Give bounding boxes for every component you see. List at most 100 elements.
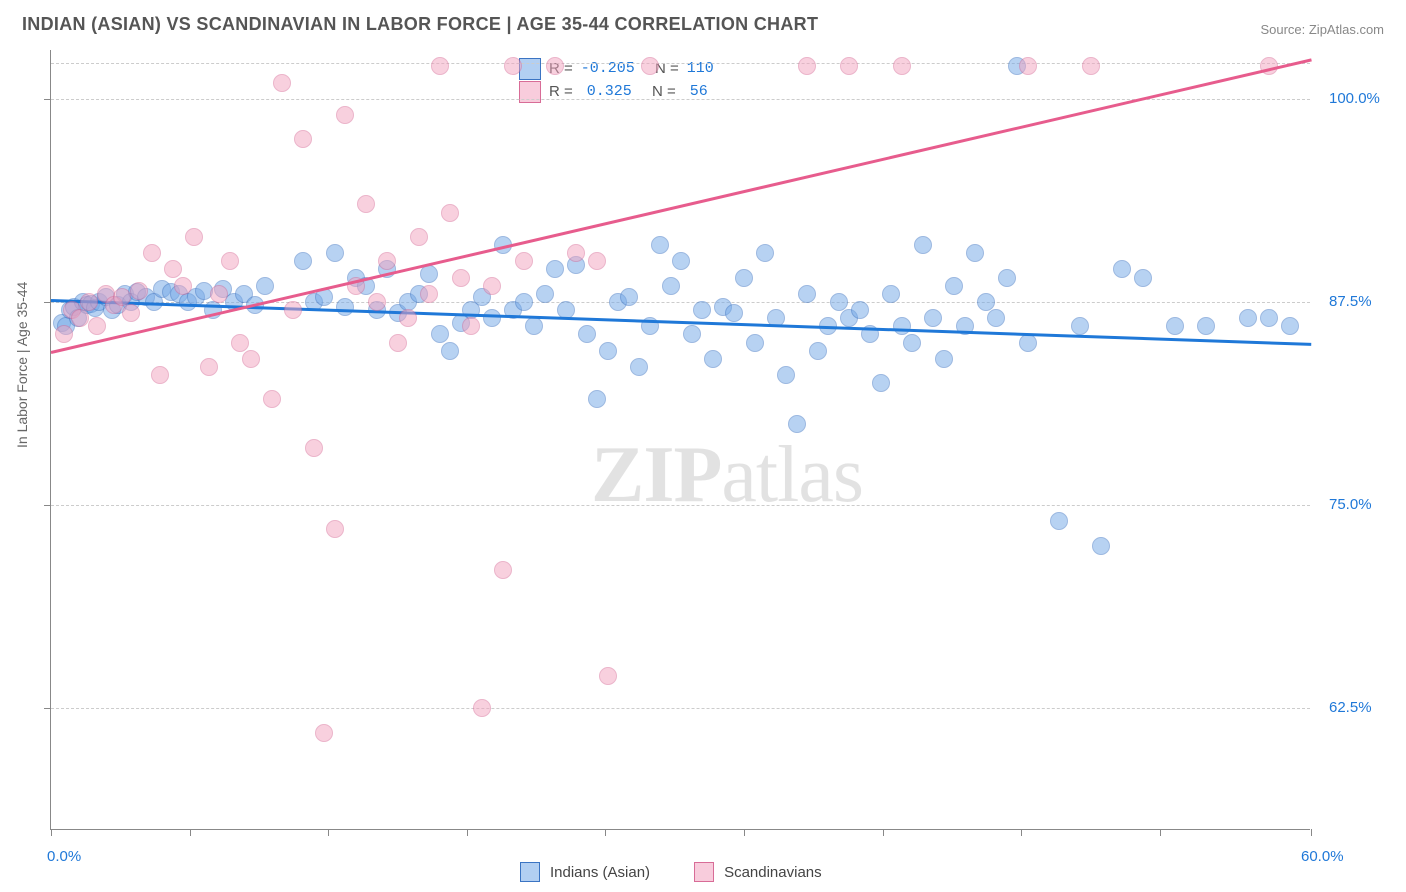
data-point	[315, 724, 333, 742]
data-point	[122, 304, 140, 322]
data-point	[368, 293, 386, 311]
n-label: N =	[655, 57, 679, 80]
data-point	[830, 293, 848, 311]
data-point	[546, 57, 564, 75]
n-label: N =	[652, 80, 676, 103]
data-point	[242, 350, 260, 368]
data-point	[693, 301, 711, 319]
x-tick-label: 60.0%	[1301, 848, 1344, 865]
data-point	[326, 520, 344, 538]
data-point	[882, 285, 900, 303]
data-point	[294, 252, 312, 270]
swatch-icon	[520, 862, 540, 882]
x-tick	[51, 829, 52, 836]
data-point	[399, 309, 417, 327]
data-point	[284, 301, 302, 319]
data-point	[389, 334, 407, 352]
data-point	[662, 277, 680, 295]
data-point	[431, 325, 449, 343]
data-point	[210, 285, 228, 303]
y-tick-label: 62.5%	[1329, 699, 1372, 716]
data-point	[893, 57, 911, 75]
data-point	[1019, 57, 1037, 75]
data-point	[525, 317, 543, 335]
data-point	[336, 298, 354, 316]
data-point	[735, 269, 753, 287]
y-tick	[44, 708, 51, 709]
data-point	[1113, 260, 1131, 278]
data-point	[903, 334, 921, 352]
data-point	[672, 252, 690, 270]
swatch-icon	[694, 862, 714, 882]
data-point	[651, 236, 669, 254]
y-tick	[44, 302, 51, 303]
data-point	[567, 244, 585, 262]
legend-item: Indians (Asian)	[520, 862, 650, 882]
y-tick-label: 87.5%	[1329, 293, 1372, 310]
swatch-icon	[519, 58, 541, 80]
data-point	[777, 366, 795, 384]
data-point	[872, 374, 890, 392]
data-point	[452, 269, 470, 287]
data-point	[945, 277, 963, 295]
data-point	[256, 277, 274, 295]
data-point	[410, 228, 428, 246]
data-point	[588, 390, 606, 408]
data-point	[185, 228, 203, 246]
data-point	[462, 317, 480, 335]
data-point	[536, 285, 554, 303]
data-point	[1239, 309, 1257, 327]
data-point	[336, 106, 354, 124]
data-point	[515, 293, 533, 311]
data-point	[924, 309, 942, 327]
data-point	[756, 244, 774, 262]
data-point	[851, 301, 869, 319]
data-point	[704, 350, 722, 368]
y-tick	[44, 505, 51, 506]
data-point	[977, 293, 995, 311]
data-point	[1050, 512, 1068, 530]
x-tick	[883, 829, 884, 836]
data-point	[164, 260, 182, 278]
x-tick	[1311, 829, 1312, 836]
data-point	[588, 252, 606, 270]
data-point	[504, 57, 522, 75]
data-point	[71, 309, 89, 327]
data-point	[620, 288, 638, 306]
data-point	[221, 252, 239, 270]
n-value: 56	[690, 80, 708, 103]
data-point	[987, 309, 1005, 327]
data-point	[441, 342, 459, 360]
data-point	[1197, 317, 1215, 335]
data-point	[798, 57, 816, 75]
data-point	[840, 57, 858, 75]
data-point	[113, 288, 131, 306]
data-point	[420, 265, 438, 283]
legend-label: Scandinavians	[724, 864, 822, 881]
data-point	[599, 342, 617, 360]
y-axis-label: In Labor Force | Age 35-44	[14, 282, 30, 448]
gridline	[51, 99, 1310, 100]
x-tick	[190, 829, 191, 836]
y-tick	[44, 99, 51, 100]
data-point	[935, 350, 953, 368]
x-tick	[605, 829, 606, 836]
data-point	[483, 309, 501, 327]
data-point	[1092, 537, 1110, 555]
x-tick	[1021, 829, 1022, 836]
r-label: R =	[549, 80, 573, 103]
data-point	[1260, 309, 1278, 327]
data-point	[473, 699, 491, 717]
data-point	[809, 342, 827, 360]
watermark: ZIPatlas	[591, 430, 863, 521]
data-point	[378, 252, 396, 270]
data-point	[357, 195, 375, 213]
data-point	[200, 358, 218, 376]
y-tick-label: 100.0%	[1329, 90, 1380, 107]
data-point	[1281, 317, 1299, 335]
x-tick	[328, 829, 329, 836]
data-point	[599, 667, 617, 685]
data-point	[893, 317, 911, 335]
data-point	[630, 358, 648, 376]
data-point	[294, 130, 312, 148]
